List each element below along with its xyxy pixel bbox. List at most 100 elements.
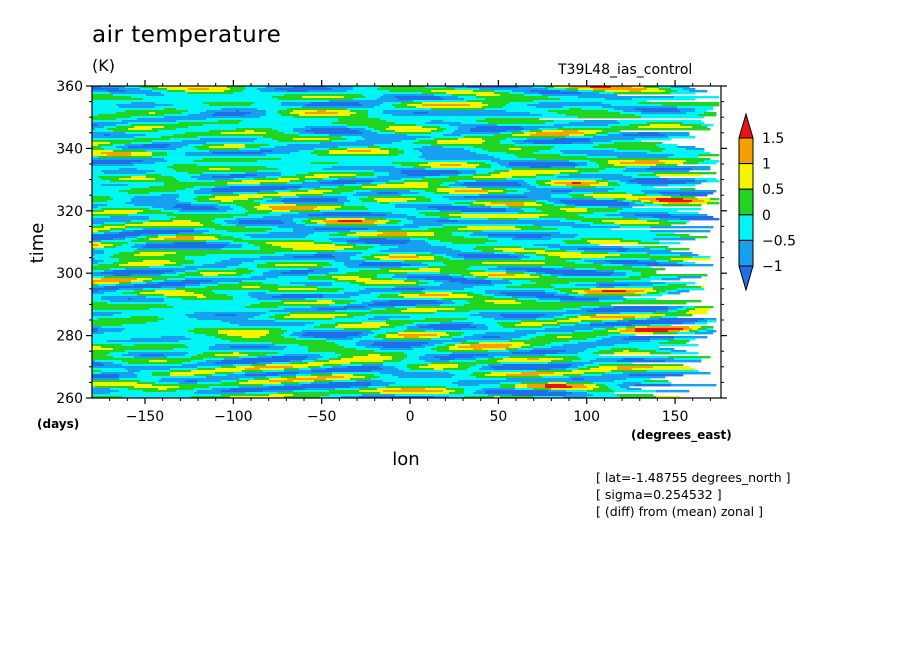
heatmap-cell — [131, 142, 153, 145]
heatmap-cell — [98, 318, 165, 321]
heatmap-cell — [620, 330, 636, 333]
heatmap-cell — [305, 224, 327, 227]
heatmap-cell — [563, 396, 588, 399]
heatmap-cell — [473, 90, 495, 93]
heatmap-cell — [188, 92, 234, 95]
heatmap-cell — [395, 122, 426, 125]
heatmap-cell — [431, 132, 453, 135]
heatmap-cell — [176, 120, 219, 123]
heatmap-cell — [92, 164, 135, 167]
heatmap-cell — [644, 192, 660, 195]
heatmap-cell — [449, 354, 489, 357]
heatmap-cell — [620, 386, 630, 389]
heatmap-cell — [215, 222, 228, 225]
heatmap-cell — [527, 104, 612, 107]
heatmap-cell — [536, 296, 576, 299]
heatmap-cell — [590, 184, 609, 187]
heatmap-cell — [614, 142, 663, 145]
heatmap-cell — [593, 352, 615, 355]
heatmap-cell — [614, 270, 633, 273]
heatmap-cell — [197, 196, 216, 199]
heatmap-cell — [92, 86, 102, 89]
heatmap-cell — [281, 102, 312, 105]
heatmap-cell — [542, 274, 552, 277]
heatmap-cell — [377, 230, 483, 233]
heatmap-cell — [371, 330, 405, 333]
heatmap-cell — [419, 164, 441, 167]
heatmap-cell — [104, 276, 186, 279]
heatmap-cell — [323, 266, 348, 269]
heatmap-cell — [311, 306, 345, 309]
heatmap-cell — [302, 330, 372, 333]
heatmap-cell — [236, 272, 252, 275]
heatmap-cell — [368, 114, 393, 117]
heatmap-cell — [398, 154, 423, 157]
heatmap-cell — [605, 372, 624, 375]
heatmap-cell — [92, 98, 144, 101]
heatmap-cell — [620, 332, 654, 335]
heatmap-cell — [185, 278, 267, 281]
heatmap-cell — [278, 284, 306, 287]
heatmap-cell — [647, 318, 660, 321]
heatmap-cell — [149, 216, 177, 219]
heatmap-cell — [317, 154, 399, 157]
heatmap-cell — [569, 108, 582, 111]
heatmap-cell — [521, 372, 555, 375]
heatmap-cell — [374, 180, 390, 183]
heatmap-cell — [605, 90, 630, 93]
heatmap-cell — [164, 280, 183, 283]
heatmap-cell — [476, 166, 492, 169]
heatmap-cell — [377, 224, 405, 227]
heatmap-cell — [287, 90, 309, 93]
heatmap-cell — [476, 152, 507, 155]
heatmap-cell — [512, 338, 531, 341]
heatmap-cell — [416, 324, 429, 327]
heatmap-cell — [260, 90, 288, 93]
heatmap-cell — [404, 280, 420, 283]
heatmap-cell — [635, 292, 648, 295]
heatmap-cell — [140, 380, 159, 383]
heatmap-cell — [284, 370, 312, 373]
heatmap-cell — [341, 364, 363, 367]
heatmap-cell — [92, 392, 111, 395]
heatmap-cell — [179, 210, 228, 213]
heatmap-cell — [101, 272, 165, 275]
heatmap-cell — [437, 220, 459, 223]
heatmap-cell — [284, 316, 336, 319]
heatmap-cell — [377, 296, 405, 299]
heatmap-cell — [314, 132, 363, 135]
heatmap-cell — [572, 392, 588, 395]
heatmap-cell — [569, 160, 591, 163]
heatmap-cell — [506, 130, 522, 133]
heatmap-cell — [305, 176, 330, 179]
heatmap-cell — [329, 234, 348, 237]
heatmap-cell — [623, 382, 642, 385]
heatmap-cell — [110, 142, 132, 145]
heatmap-cell — [467, 294, 483, 297]
heatmap-cell — [413, 220, 438, 223]
heatmap-cell — [503, 316, 540, 319]
heatmap-cell — [92, 380, 141, 383]
heatmap-cell — [287, 346, 309, 349]
heatmap-cell — [215, 344, 276, 347]
heatmap-cell — [407, 242, 429, 245]
heatmap-cell — [98, 262, 114, 265]
heatmap-cell — [314, 174, 357, 177]
heatmap-cell — [173, 164, 198, 167]
heatmap-cell — [125, 236, 138, 239]
heatmap-cell — [524, 202, 537, 205]
heatmap-cell — [188, 110, 207, 113]
heatmap-cell — [338, 200, 351, 203]
heatmap-cell — [350, 258, 366, 261]
heatmap-cell — [239, 324, 306, 327]
heatmap-cell — [299, 372, 333, 375]
heatmap-cell — [614, 280, 651, 283]
heatmap-cell — [260, 150, 273, 153]
heatmap-cell — [152, 128, 177, 131]
heatmap-cell — [200, 174, 231, 177]
heatmap-cell — [92, 390, 120, 393]
heatmap-cell — [464, 196, 528, 199]
heatmap-cell — [302, 182, 321, 185]
heatmap-cell — [587, 210, 618, 213]
heatmap-cell — [674, 338, 696, 341]
